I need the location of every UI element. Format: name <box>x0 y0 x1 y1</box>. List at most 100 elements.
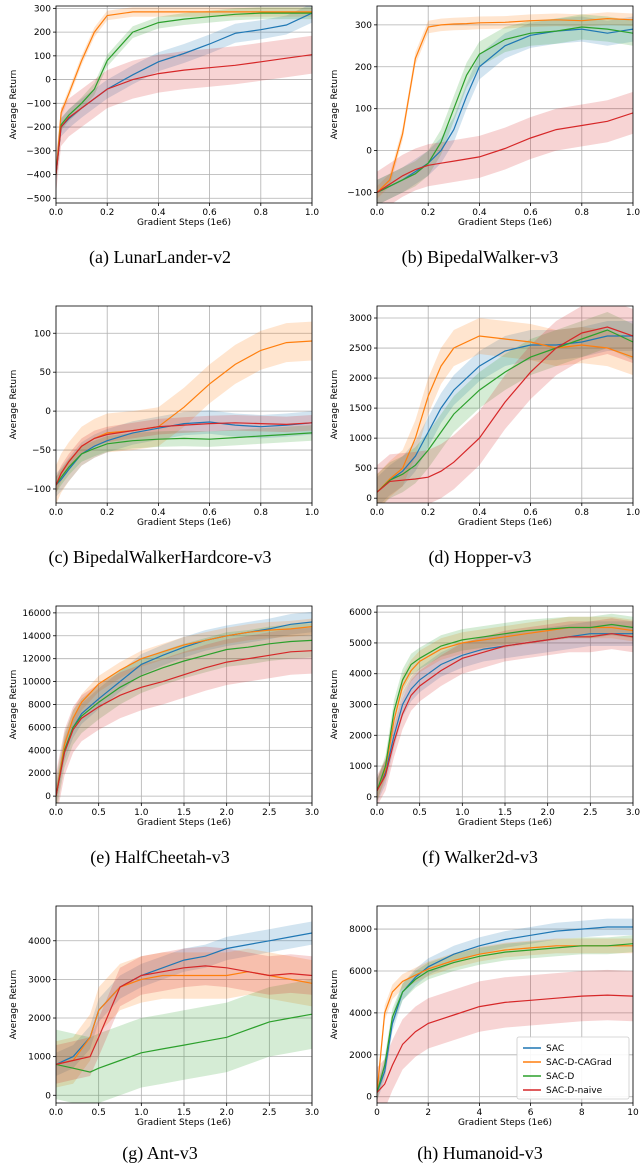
x-tick-label: 2.0 <box>220 1108 235 1118</box>
x-tick-label: 0.5 <box>413 808 427 818</box>
y-tick-label: 3000 <box>28 975 51 985</box>
x-tick-label: 0.5 <box>92 1108 106 1118</box>
series-line-sac-d <box>56 1013 312 1073</box>
y-tick-label: 14000 <box>22 632 51 642</box>
x-tick-label: 2.0 <box>541 808 556 818</box>
series-line-sac-d-naive <box>56 650 312 797</box>
band-sac-d-cagrad <box>377 616 633 802</box>
x-axis-label: Gradient Steps (1e6) <box>458 818 552 828</box>
x-tick-label: 2.5 <box>262 1108 276 1118</box>
x-tick-label: 2 <box>425 1108 431 1118</box>
band-sac-d-naive <box>377 306 633 503</box>
series-line-sac <box>377 335 633 493</box>
plot-frame <box>376 5 634 204</box>
y-tick-label: 2000 <box>28 1014 51 1024</box>
y-tick-label: 8000 <box>349 925 372 935</box>
y-tick-label: 300 <box>34 4 51 14</box>
panel-caption: (h) Humanoid-v3 <box>417 1143 543 1163</box>
x-tick-label: 0.5 <box>92 808 106 818</box>
series-line-sac-d <box>56 12 312 175</box>
chart-panel-7: 0 2 4 6 8 10 0 2000 4000 6000 8000 Gradient Steps (… <box>330 905 639 1128</box>
x-tick-label: 0.0 <box>49 808 64 818</box>
band-sac <box>56 6 312 184</box>
x-tick-label: 0.8 <box>254 508 269 518</box>
chart-panel-6: 0.0 0.5 1.0 1.5 2.0 2.5 3.0 0 1000 2000 3000 4000 Gr… <box>9 905 319 1128</box>
band-sac-d <box>377 613 633 802</box>
y-tick-label: 200 <box>355 63 372 73</box>
y-tick-label: 2000 <box>28 769 51 779</box>
chart-panel-3: 0.0 0.2 0.4 0.6 0.8 1.0 0 500 1000 1500 2000 2500 30… <box>330 305 640 528</box>
y-tick-label: 6000 <box>28 723 51 733</box>
x-axis-label: Gradient Steps (1e6) <box>137 218 231 228</box>
series-line-sac-d <box>377 26 633 194</box>
y-tick-label: −100 <box>26 485 51 495</box>
x-tick-label: 0.4 <box>472 208 487 218</box>
y-tick-label: 2000 <box>349 1051 372 1061</box>
band-sac-d-naive <box>377 91 633 203</box>
y-tick-label: 5000 <box>349 639 372 649</box>
x-tick-label: 0.0 <box>49 508 64 518</box>
y-tick-label: 1000 <box>28 1053 51 1063</box>
x-tick-label: 1.0 <box>626 208 640 218</box>
y-tick-label: 500 <box>355 464 372 474</box>
y-tick-label: 16000 <box>22 609 51 619</box>
band-sac-d-naive <box>377 969 633 1103</box>
band-sac-d-cagrad <box>56 948 312 1088</box>
band-sac <box>377 16 633 203</box>
plot-area <box>377 12 633 203</box>
x-tick-label: 8 <box>579 1108 585 1118</box>
x-tick-label: 0.0 <box>370 508 385 518</box>
plot-area <box>56 611 312 803</box>
y-tick-label: 0 <box>45 1091 51 1101</box>
series-line-sac-d <box>56 432 312 486</box>
band-sac-d-naive <box>56 627 312 803</box>
y-tick-label: −100 <box>26 99 51 109</box>
x-tick-label: 2.5 <box>262 808 276 818</box>
series-line-sac-d-naive <box>377 994 633 1093</box>
panel-caption: (g) Ant-v3 <box>122 1143 198 1163</box>
chart-panel-0: 0.0 0.2 0.4 0.6 0.8 1.0 −500 −400 −300 −200 −100 0 1… <box>9 4 319 228</box>
y-axis-label: Average Return <box>330 70 340 140</box>
band-sac-d <box>56 979 312 1103</box>
series-line-sac-d <box>377 943 633 1093</box>
y-tick-label: 3000 <box>349 701 372 711</box>
series-line-sac-d-naive <box>56 54 312 175</box>
panel-caption: (b) BipedalWalker-v3 <box>401 247 559 267</box>
x-tick-label: 0.4 <box>151 208 166 218</box>
x-tick-label: 0.6 <box>523 208 538 218</box>
x-tick-label: 1.5 <box>498 808 512 818</box>
x-tick-label: 1.0 <box>455 808 470 818</box>
y-tick-label: −50 <box>32 446 51 456</box>
x-tick-label: 0.2 <box>421 208 435 218</box>
series-line-sac-d-naive <box>377 633 633 791</box>
x-tick-label: 0.6 <box>523 508 538 518</box>
plot-area <box>56 6 312 194</box>
series-line-sac-d-naive <box>377 112 633 194</box>
x-tick-label: 1.0 <box>626 508 640 518</box>
y-tick-label: 1500 <box>349 404 372 414</box>
panel-caption: (e) HalfCheetah-v3 <box>90 847 230 867</box>
y-tick-label: 12000 <box>22 655 51 665</box>
x-axis-label: Gradient Steps (1e6) <box>458 218 552 228</box>
y-tick-label: 0 <box>45 407 51 417</box>
x-tick-label: 4 <box>477 1108 483 1118</box>
plot-area <box>56 321 312 503</box>
band-sac-d <box>56 623 312 803</box>
band-sac <box>56 611 312 803</box>
band-sac-d <box>377 312 633 503</box>
band-sac <box>377 321 633 503</box>
y-tick-label: 8000 <box>28 701 51 711</box>
y-axis-label: Average Return <box>9 370 19 440</box>
y-tick-label: 4000 <box>28 937 51 947</box>
x-tick-label: 3.0 <box>305 808 320 818</box>
x-tick-label: 0.6 <box>202 508 217 518</box>
band-sac <box>56 921 312 1076</box>
y-tick-label: 4000 <box>349 1009 372 1019</box>
series-line-sac-d-cagrad <box>377 335 633 493</box>
series-line-sac-d-cagrad <box>56 626 312 797</box>
legend-entry: SAC-D-CAGrad <box>546 1058 612 1068</box>
y-tick-label: 0 <box>366 494 372 504</box>
legend-entry: SAC-D <box>546 1072 574 1082</box>
y-tick-label: 10000 <box>22 678 51 688</box>
